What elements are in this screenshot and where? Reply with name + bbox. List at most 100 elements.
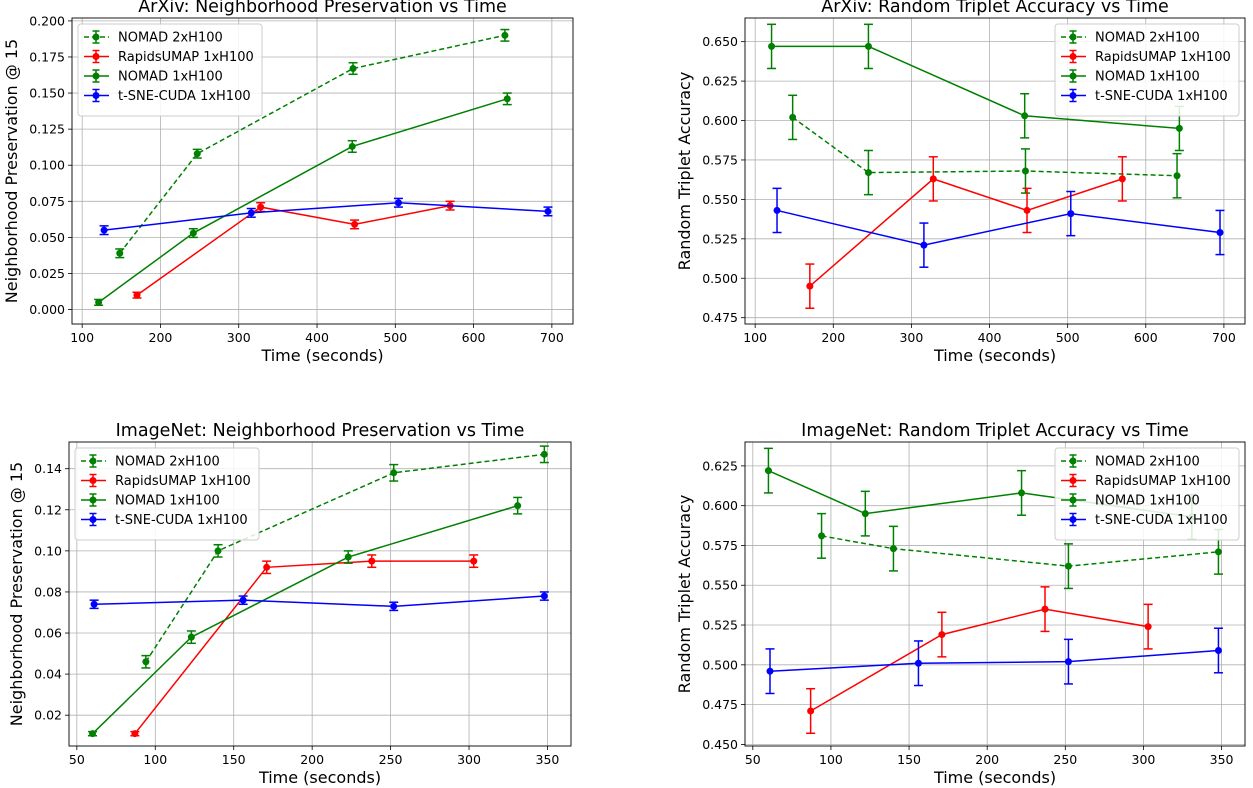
data-point xyxy=(1118,175,1126,183)
legend-box xyxy=(77,23,263,117)
y-tick-label: 0.500 xyxy=(702,657,738,672)
data-point xyxy=(503,95,511,103)
data-point xyxy=(1216,229,1224,237)
x-tick-label: 500 xyxy=(1056,330,1080,345)
legend-label: t-SNE-CUDA 1xH100 xyxy=(1095,89,1228,104)
legend-handle-marker xyxy=(92,53,100,60)
data-point xyxy=(544,207,552,215)
y-tick-label: 0.075 xyxy=(29,194,65,209)
chart-panel-2: 50 100 150 200 250 300 350 0.02 0.04 0.06 0.08 0.10… xyxy=(7,421,572,787)
legend-box xyxy=(1054,23,1240,117)
legend-handle-marker xyxy=(1069,457,1077,465)
chart-title: ImageNet: Random Triplet Accuracy vs Tim… xyxy=(801,421,1189,441)
legend-label: NOMAD 1xH100 xyxy=(1095,494,1200,509)
legend-label: NOMAD 2xH100 xyxy=(118,31,223,46)
x-axis-label: Time (seconds) xyxy=(933,768,1056,787)
data-point xyxy=(773,206,781,214)
legend-label: NOMAD 2xH100 xyxy=(115,455,220,470)
x-tick-label: 500 xyxy=(383,330,407,345)
data-point xyxy=(768,42,776,50)
series-t-sne-cuda-1xh100 xyxy=(99,197,553,236)
data-point xyxy=(789,113,797,121)
data-point xyxy=(1144,623,1152,631)
y-tick-label: 0.10 xyxy=(34,543,62,558)
series-line xyxy=(136,204,451,296)
legend-handle-marker xyxy=(1069,516,1077,523)
plot-frame xyxy=(68,441,572,747)
data-point xyxy=(807,707,815,715)
data-point xyxy=(764,467,772,475)
data-point xyxy=(540,592,548,600)
data-point xyxy=(90,600,98,608)
data-point xyxy=(1021,112,1029,120)
chart-title: ArXiv: Neighborhood Preservation vs Time xyxy=(138,0,507,17)
series-rapidsumap-1xh100 xyxy=(805,156,1127,309)
y-tick-label: 0.600 xyxy=(702,498,738,513)
legend-label: RapidsUMAP 1xH100 xyxy=(118,50,254,65)
data-point xyxy=(1173,172,1181,180)
y-tick-label: 0.650 xyxy=(702,34,738,49)
data-point xyxy=(1041,605,1049,613)
y-tick-label: 0.050 xyxy=(29,230,65,245)
y-tick-label: 0.475 xyxy=(702,697,738,712)
x-tick-label: 100 xyxy=(743,330,767,345)
series-rapidsumap-1xh100 xyxy=(132,200,455,299)
x-tick-label: 200 xyxy=(821,330,845,345)
legend-label: RapidsUMAP 1xH100 xyxy=(115,474,251,489)
x-tick-label: 200 xyxy=(149,330,173,345)
data-point xyxy=(806,282,814,290)
series-line xyxy=(94,595,545,608)
data-point xyxy=(889,545,897,553)
legend-label: RapidsUMAP 1xH100 xyxy=(1095,474,1231,489)
y-tick-label: 0.000 xyxy=(29,302,65,317)
legend-handle-marker xyxy=(92,72,100,80)
data-point xyxy=(247,209,255,217)
data-point xyxy=(1023,206,1031,214)
x-tick-label: 200 xyxy=(300,752,324,767)
data-point xyxy=(100,226,108,234)
y-tick-label: 0.02 xyxy=(34,708,62,723)
series-line xyxy=(776,209,1221,246)
data-point xyxy=(514,502,522,510)
legend: NOMAD 2xH100 RapidsUMAP 1xH100 NOMAD 1xH10… xyxy=(1054,447,1240,541)
data-point xyxy=(390,602,398,610)
x-tick-label: 100 xyxy=(143,752,167,767)
chart-title: ImageNet: Neighborhood Preservation vs T… xyxy=(116,421,525,441)
chart-panel-0: 100 200 300 400 500 600 700 0.000 0.025 0.050 0.07… xyxy=(2,0,574,365)
y-tick-label: 0.575 xyxy=(702,152,738,167)
legend-label: t-SNE-CUDA 1xH100 xyxy=(115,513,248,528)
y-tick-label: 0.625 xyxy=(702,458,738,473)
x-tick-label: 300 xyxy=(227,330,251,345)
series-nomad-2xh100 xyxy=(115,28,510,259)
y-tick-label: 0.125 xyxy=(29,122,65,137)
plot-frame xyxy=(71,17,574,325)
x-tick-label: 250 xyxy=(379,752,403,767)
series-line xyxy=(792,116,1178,177)
data-point xyxy=(864,42,872,50)
x-tick-label: 350 xyxy=(1210,752,1234,767)
legend: NOMAD 2xH100 RapidsUMAP 1xH100 NOMAD 1xH10… xyxy=(1054,23,1240,117)
y-tick-label: 0.100 xyxy=(29,158,65,173)
data-point xyxy=(349,65,357,73)
data-point xyxy=(920,241,928,249)
legend-handle-marker xyxy=(1069,53,1077,60)
x-tick-label: 350 xyxy=(536,752,560,767)
series-line xyxy=(809,178,1123,287)
y-tick-label: 0.175 xyxy=(29,49,65,64)
series-line xyxy=(145,453,545,663)
series-line xyxy=(771,45,1180,130)
legend-handle-marker xyxy=(89,477,97,484)
data-point xyxy=(142,658,150,666)
series-nomad-2xh100 xyxy=(141,445,549,669)
data-point xyxy=(938,631,946,639)
legend-label: NOMAD 1xH100 xyxy=(118,70,223,85)
data-point xyxy=(1067,210,1075,218)
data-point xyxy=(131,730,139,738)
data-point xyxy=(1018,489,1026,497)
legend-handle-marker xyxy=(1069,33,1077,41)
y-tick-label: 0.525 xyxy=(702,618,738,633)
x-tick-label: 150 xyxy=(897,752,921,767)
chart-panel-3: 50 100 150 200 250 300 350 0.450 0.475 0.500 0.525… xyxy=(675,421,1246,787)
data-point xyxy=(1064,562,1072,570)
data-point xyxy=(1021,167,1029,175)
